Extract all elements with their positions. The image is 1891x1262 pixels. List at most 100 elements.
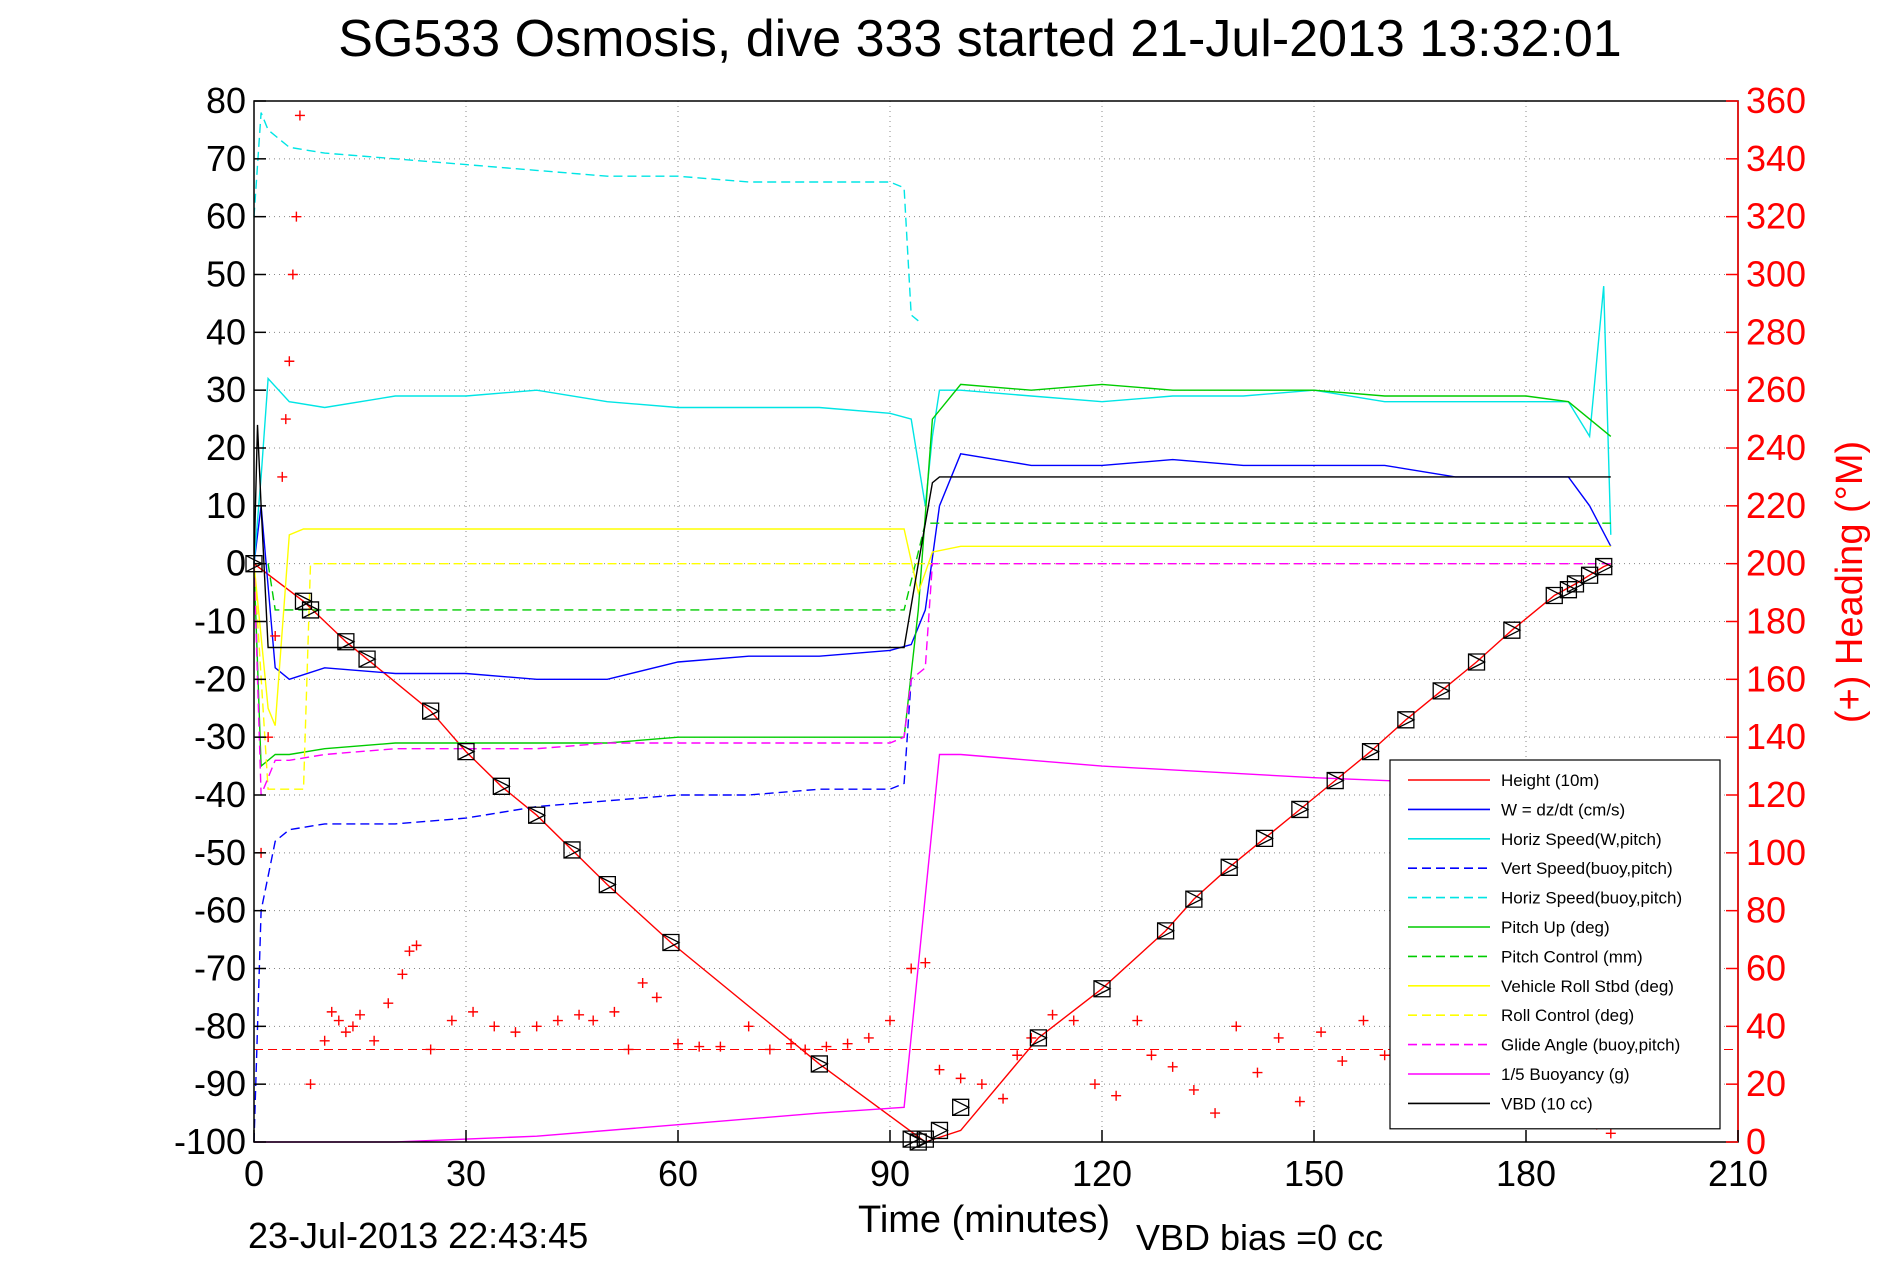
heading-marker bbox=[284, 356, 295, 367]
heading-marker bbox=[277, 471, 288, 482]
y-tick-label: 80 bbox=[206, 80, 246, 121]
y2-tick-label: 160 bbox=[1746, 658, 1806, 699]
legend-label-4: Horiz Speed(buoy,pitch) bbox=[1501, 889, 1682, 908]
position-marker bbox=[1220, 858, 1239, 876]
heading-marker bbox=[715, 1041, 726, 1052]
y-tick-label: -100 bbox=[174, 1121, 246, 1162]
position-marker bbox=[1595, 557, 1614, 576]
y2-tick-label: 320 bbox=[1746, 196, 1806, 237]
heading-marker bbox=[319, 1035, 330, 1046]
legend-label-11: VBD (10 cc) bbox=[1501, 1094, 1593, 1113]
y-tick-label: 20 bbox=[206, 427, 246, 468]
y2-tick-label: 200 bbox=[1746, 543, 1806, 584]
chart-title: SG533 Osmosis, dive 333 started 21-Jul-2… bbox=[338, 10, 1621, 68]
heading-marker bbox=[821, 1041, 832, 1052]
heading-marker bbox=[326, 1006, 337, 1017]
heading-marker bbox=[976, 1079, 987, 1090]
heading-marker bbox=[1167, 1061, 1178, 1072]
right-y-axis-ticks: 3603403203002802602402202001801601401201… bbox=[1726, 80, 1806, 1162]
position-marker bbox=[1545, 586, 1564, 605]
position-marker bbox=[1566, 575, 1585, 593]
heading-marker bbox=[786, 1038, 797, 1049]
legend-label-5: Pitch Up (deg) bbox=[1501, 918, 1610, 937]
heading-marker bbox=[1316, 1027, 1327, 1038]
heading-marker bbox=[1111, 1090, 1122, 1101]
heading-marker bbox=[955, 1073, 966, 1084]
y2-tick-label: 80 bbox=[1746, 890, 1786, 931]
heading-marker bbox=[1358, 1015, 1369, 1026]
position-marker bbox=[1559, 581, 1578, 599]
y-tick-label: 60 bbox=[206, 196, 246, 237]
heading-marker bbox=[800, 1044, 811, 1055]
series-line-5 bbox=[253, 383, 1612, 768]
position-marker bbox=[492, 777, 511, 795]
heading-marker-layer bbox=[254, 110, 1738, 1139]
y2-tick-label: 340 bbox=[1746, 138, 1806, 179]
y-tick-label: -30 bbox=[194, 716, 246, 757]
heading-marker bbox=[1012, 1050, 1023, 1061]
footer-timestamp: 23-Jul-2013 22:43:45 bbox=[248, 1215, 588, 1256]
y2-tick-label: 220 bbox=[1746, 485, 1806, 526]
x-tick-label: 150 bbox=[1284, 1153, 1344, 1194]
y-tick-label: 10 bbox=[206, 485, 246, 526]
heading-marker bbox=[920, 957, 931, 968]
heading-marker bbox=[588, 1015, 599, 1026]
footer-vbd-bias: VBD bias =0 cc bbox=[1136, 1217, 1383, 1258]
legend: Height (10m) W = dz/dt (cm/s) Horiz Speed(… bbox=[1389, 759, 1721, 1130]
heading-marker bbox=[1252, 1067, 1263, 1078]
heading-marker bbox=[489, 1021, 500, 1032]
heading-marker bbox=[333, 1015, 344, 1026]
heading-marker bbox=[468, 1006, 479, 1017]
y-tick-label: -50 bbox=[194, 832, 246, 873]
heading-marker bbox=[291, 211, 302, 222]
y2-tick-label: 20 bbox=[1746, 1063, 1786, 1104]
position-marker bbox=[563, 841, 582, 859]
legend-label-9: Glide Angle (buoy,pitch) bbox=[1501, 1036, 1680, 1055]
heading-marker bbox=[906, 963, 917, 974]
y-tick-label: 70 bbox=[206, 138, 246, 179]
y-tick-label: -60 bbox=[194, 890, 246, 931]
heading-marker bbox=[1188, 1084, 1199, 1095]
y-tick-label: -90 bbox=[194, 1063, 246, 1104]
position-marker bbox=[952, 1098, 971, 1116]
y2-tick-label: 360 bbox=[1746, 80, 1806, 121]
x-tick-label: 180 bbox=[1496, 1153, 1556, 1194]
heading-marker bbox=[1026, 1032, 1037, 1043]
heading-marker bbox=[1379, 1050, 1390, 1061]
y-tick-label: 50 bbox=[206, 254, 246, 295]
heading-marker bbox=[510, 1027, 521, 1038]
legend-label-10: 1/5 Buoyancy (g) bbox=[1501, 1065, 1630, 1084]
series-line-7 bbox=[253, 528, 1611, 726]
heading-marker bbox=[404, 946, 415, 957]
heading-marker bbox=[1273, 1032, 1284, 1043]
legend-label-0: Height (10m) bbox=[1501, 771, 1599, 790]
y2-tick-label: 40 bbox=[1746, 1005, 1786, 1046]
heading-marker bbox=[623, 1044, 634, 1055]
y-tick-label: -10 bbox=[194, 601, 246, 642]
heading-marker bbox=[1068, 1015, 1079, 1026]
y2-tick-label: 60 bbox=[1746, 948, 1786, 989]
x-tick-label: 0 bbox=[244, 1153, 264, 1194]
y2-tick-label: 280 bbox=[1746, 311, 1806, 352]
heading-marker bbox=[446, 1015, 457, 1026]
legend-label-6: Pitch Control (mm) bbox=[1501, 947, 1643, 966]
heading-marker bbox=[651, 992, 662, 1003]
heading-marker bbox=[411, 940, 422, 951]
heading-marker bbox=[863, 1032, 874, 1043]
y2-tick-label: 100 bbox=[1746, 832, 1806, 873]
legend-label-8: Roll Control (deg) bbox=[1501, 1006, 1634, 1025]
position-marker bbox=[1093, 980, 1112, 998]
series-line-11 bbox=[253, 424, 1611, 649]
x-tick-label: 30 bbox=[446, 1153, 486, 1194]
heading-marker bbox=[552, 1015, 563, 1026]
heading-marker bbox=[934, 1064, 945, 1075]
y-tick-label: -80 bbox=[194, 1005, 246, 1046]
position-marker bbox=[457, 742, 476, 761]
heading-marker bbox=[1146, 1050, 1157, 1061]
position-marker-layer bbox=[245, 555, 1614, 1151]
legend-box bbox=[1389, 759, 1721, 1130]
heading-marker bbox=[531, 1021, 542, 1032]
series-line-9 bbox=[253, 563, 1611, 796]
position-marker bbox=[528, 806, 547, 824]
